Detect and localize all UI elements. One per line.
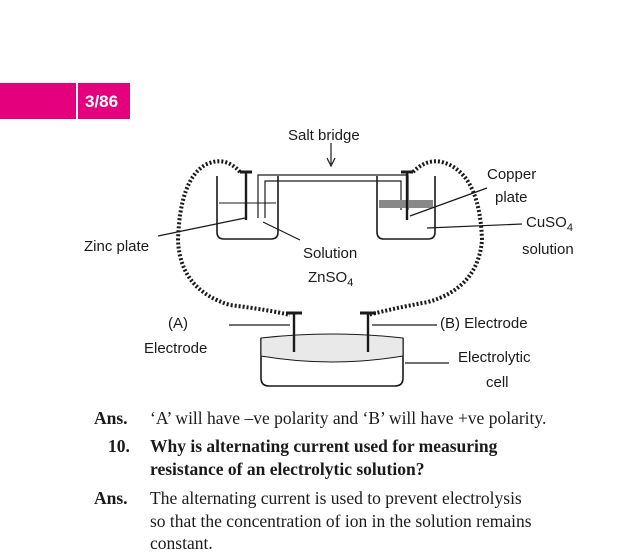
question-10-number: 10.: [108, 436, 130, 456]
salt-bridge-label: Salt bridge: [288, 127, 360, 144]
electrode-a-label: (A): [168, 315, 188, 332]
electrolytic-cell: [260, 338, 404, 387]
answer-1-label: Ans.: [94, 408, 128, 428]
page-number-accent: [0, 83, 76, 119]
question-10-line-1: Why is alternating current used for meas…: [150, 436, 498, 456]
cuso4-solution-label: solution: [522, 241, 574, 258]
answer-1-text: ‘A’ will have –ve polarity and ‘B’ will …: [150, 408, 547, 428]
page-number: 3/86: [85, 92, 119, 111]
right-coiled-wire: [367, 159, 485, 317]
answer-2-line-1: The alternating current is used to preve…: [150, 488, 522, 508]
right-beaker: [376, 176, 436, 240]
electrolytic-label: Electrolytic: [458, 349, 531, 366]
answer-2-label: Ans.: [94, 488, 128, 508]
page-number-box: [78, 83, 130, 119]
left-beaker: [216, 176, 279, 240]
electrode-b-label: (B) Electrode: [440, 315, 528, 332]
solution-label: Solution: [303, 245, 358, 262]
left-coiled-wire: [175, 159, 291, 317]
answer-2-line-3: constant.: [150, 533, 213, 553]
zinc-plate-label: Zinc plate: [84, 238, 150, 255]
cell-label: cell: [486, 374, 509, 391]
electrode-a-text: Electrode: [144, 340, 208, 357]
copper-plate-label-2: plate: [495, 189, 528, 206]
page-number-bar: [0, 83, 130, 119]
question-10-line-2: resistance of an electrolytic solution?: [150, 459, 425, 479]
electrolysis-diagram: [157, 143, 523, 387]
znso4-label: ZnSO4: [308, 269, 354, 289]
copper-plate-label-1: Copper: [487, 166, 537, 183]
cuso4-label: CuSO4: [526, 214, 573, 234]
answer-2-line-2: so that the concentration of ion in the …: [150, 511, 532, 531]
